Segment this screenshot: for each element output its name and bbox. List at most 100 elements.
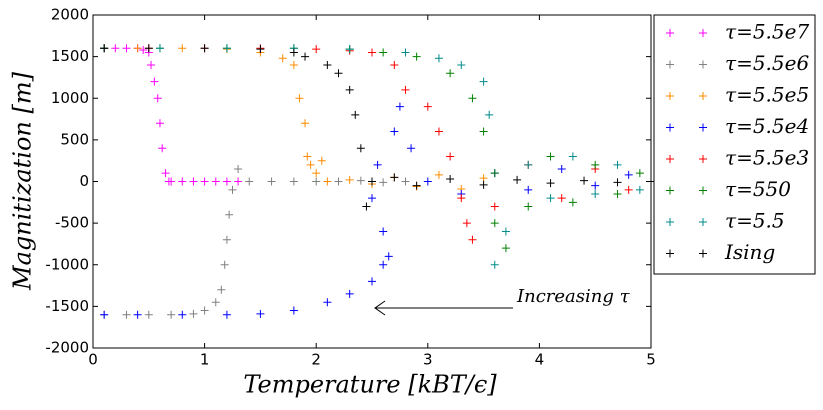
point: [100, 44, 109, 53]
legend-marker: [666, 29, 707, 37]
y-tick-label: -500: [55, 214, 89, 232]
point: [155, 44, 164, 53]
point: [546, 179, 555, 188]
point: [306, 160, 315, 169]
point: [245, 177, 254, 186]
point: [217, 285, 226, 294]
legend-marker: [666, 92, 707, 100]
legend-marker: [666, 249, 707, 258]
point: [222, 235, 231, 244]
y-tick-label: -1500: [45, 297, 89, 315]
y-tick-label: -2000: [45, 339, 89, 357]
point: [334, 69, 343, 78]
point: [624, 170, 633, 179]
legend-frame: [653, 14, 816, 275]
point: [345, 289, 354, 298]
y-tick-label: 1000: [51, 89, 89, 107]
point: [546, 194, 555, 203]
point: [267, 177, 276, 186]
point: [557, 165, 566, 174]
point: [153, 94, 162, 103]
point: [211, 298, 220, 307]
point: [613, 160, 622, 169]
point: [178, 44, 187, 53]
legend-marker: [666, 123, 707, 132]
point: [345, 85, 354, 94]
x-tick-label: 5: [646, 351, 656, 369]
legend-label: τ=550: [725, 177, 791, 201]
legend-marker: [666, 60, 707, 69]
point: [468, 235, 477, 244]
x-tick-label: 4: [535, 351, 545, 369]
point: [356, 144, 365, 153]
point: [356, 176, 365, 185]
point: [479, 180, 488, 189]
point: [100, 310, 109, 319]
point: [256, 45, 265, 54]
point: [200, 306, 209, 315]
point: [624, 185, 633, 194]
point: [234, 165, 243, 174]
point: [434, 170, 443, 179]
annotation: Increasing τ: [516, 286, 631, 307]
point: [379, 260, 388, 269]
point: [468, 94, 477, 103]
point: [390, 127, 399, 136]
point: [144, 310, 153, 319]
y-tick-label: 0: [79, 172, 89, 190]
point: [457, 60, 466, 69]
point: [317, 156, 326, 165]
point: [178, 177, 187, 186]
point: [122, 310, 131, 319]
point: [122, 44, 131, 53]
x-tick-label: 1: [200, 351, 210, 369]
point: [158, 144, 167, 153]
point: [390, 173, 399, 182]
point: [133, 44, 142, 53]
plot-frame: [92, 14, 652, 349]
point: [368, 48, 376, 57]
point: [557, 194, 566, 203]
point: [568, 198, 577, 207]
legend-marker: [666, 155, 707, 163]
point: [289, 177, 298, 186]
point: [289, 48, 298, 57]
point: [446, 152, 455, 161]
point: [401, 177, 410, 186]
point: [462, 219, 471, 228]
point: [345, 45, 354, 54]
point: [234, 177, 243, 186]
point: [446, 69, 455, 78]
point: [150, 77, 159, 86]
x-tick-label: 3: [423, 351, 433, 369]
point: [167, 177, 176, 186]
legend: τ=5.5e7 τ=5.5e6 τ=5.5e5 τ=5.5e4 τ=5.5e3 τ=550…: [653, 14, 816, 275]
point: [524, 160, 533, 169]
point: [368, 194, 376, 203]
point: [524, 202, 533, 211]
legend-marker: [666, 218, 707, 226]
point: [490, 219, 499, 228]
point: [222, 310, 231, 319]
point: [568, 152, 577, 161]
point: [407, 144, 416, 153]
x-axis-label: Temperature [kBT/ϵ]: [243, 371, 497, 399]
point: [613, 178, 622, 187]
point: [222, 177, 231, 186]
point: [485, 110, 494, 119]
annotation-arrow: [374, 300, 513, 316]
point: [200, 44, 209, 53]
point: [368, 177, 376, 186]
legend-label: τ=5.5e7: [725, 20, 809, 44]
point: [351, 110, 360, 119]
point: [323, 177, 332, 186]
point: [457, 194, 466, 203]
point: [490, 260, 499, 269]
y-axis-label: Magnitization [m]: [9, 71, 37, 291]
point: [423, 177, 432, 186]
point: [412, 181, 421, 190]
point: [490, 169, 499, 178]
point: [501, 227, 510, 236]
legend-label: τ=5.5e6: [725, 51, 809, 75]
point: [490, 202, 499, 211]
